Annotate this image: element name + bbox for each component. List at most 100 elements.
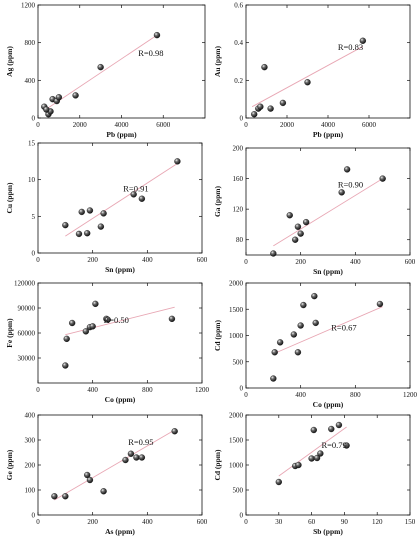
data-point [270,250,277,257]
data-point [294,223,302,230]
y-tick-label: 5 [32,213,36,221]
y-tick-label: 2000 [229,412,244,420]
correlation-label: R=0.50 [104,315,129,325]
x-tick-label: 6000 [362,121,377,129]
data-point [343,166,351,173]
data-point [171,428,178,435]
x-tick-label: 120 [372,518,383,526]
y-axis-label: Fe (ppm) [5,318,14,348]
data-point [277,339,284,346]
x-tick-label: 400 [350,258,361,266]
y-tick-label: 400 [25,412,36,420]
y-tick-label: 120000 [14,280,36,288]
x-axis-label: As (ppm) [105,527,135,536]
y-tick-label: 800 [25,39,36,47]
x-tick-label: 200 [295,258,306,266]
x-tick-label: 200 [87,518,98,526]
x-axis-label: Pb (ppm) [106,130,137,139]
correlation-label: R=0.90 [338,180,363,190]
data-point [86,207,94,214]
data-point [261,64,268,71]
data-point [251,111,258,118]
plot-frame [245,4,411,119]
data-point [174,158,181,165]
data-point [82,328,89,335]
correlation-label: R=0.79 [321,440,346,450]
y-tick-label: 400 [25,77,36,85]
x-tick-label: 6000 [156,121,171,129]
data-point [275,478,282,486]
x-axis-label: Co (ppm) [105,395,136,404]
chart-panel-4: 0 200 400 600 80 120 160 200 Sn (ppm) Ga (ppm) R=0… [213,145,416,277]
data-point [308,455,315,462]
data-point [62,221,69,229]
x-tick-label: 400 [142,518,153,526]
correlation-label: R=0.98 [138,48,163,58]
plot-frame [37,142,203,254]
data-point [92,300,99,307]
y-axis-label: Cd (ppm) [213,319,222,351]
y-axis-label: Ga (ppm) [213,185,222,217]
data-point [359,37,367,44]
correlation-label: R=0.83 [338,42,363,52]
data-point [69,319,76,327]
x-tick-label: 600 [197,256,208,264]
correlation-label: R=0.95 [128,437,153,447]
data-point [130,191,137,198]
x-tick-label: 4000 [321,121,336,129]
data-point [300,301,307,309]
y-tick-label: 120 [233,206,244,214]
data-point [271,349,278,356]
y-axis-label: Au (ppm) [213,45,222,77]
plot-frame [245,147,411,256]
data-point [338,189,345,196]
data-point [138,195,146,202]
y-tick-label: 0.2 [234,77,243,85]
y-tick-label: 500 [233,487,244,495]
data-point [62,362,69,369]
x-tick-label: 60 [308,518,316,526]
x-tick-label: 0 [36,256,40,264]
chart-panel-1: 0 2000 4000 6000 0 400 800 1200 Pb (ppm) Ag (ppm)… [5,2,206,139]
y-tick-label: 90000 [18,305,36,313]
trend-line [251,46,364,108]
correlation-label: R=0.67 [331,322,356,332]
data-point [257,103,264,110]
y-tick-label: 60000 [18,330,36,338]
y-tick-label: 200 [233,145,244,153]
data-point [379,175,386,182]
data-point [267,105,274,112]
x-axis-label: Pb (ppm) [313,130,344,139]
data-point [138,454,146,461]
data-point [51,493,58,500]
data-point [72,92,79,99]
x-tick-label: 600 [405,258,416,266]
data-point [328,425,335,433]
x-axis-label: Co (ppm) [313,400,344,409]
data-point [84,471,91,479]
y-tick-label: 200 [25,462,36,470]
trend-line [273,306,383,355]
x-tick-label: 30 [275,518,283,526]
chart-panel-2: 0 2000 4000 6000 0 0.2 0.4 0.6 Pb (ppm) Au (ppm) R… [213,2,411,139]
data-point [295,461,302,469]
x-tick-label: 200 [87,256,98,264]
data-point [104,316,111,323]
y-tick-label: 1200 [21,2,36,10]
data-point [304,79,311,86]
y-tick-label: 500 [233,358,244,366]
data-point [279,99,287,107]
data-point [310,426,317,434]
y-axis-label: Cd (ppm) [213,449,222,481]
data-point [55,94,63,101]
data-point [75,230,83,238]
data-point [97,223,105,230]
y-axis-label: Ge (ppm) [5,449,14,480]
x-tick-label: 2000 [73,121,88,129]
trend-line [65,163,178,237]
y-tick-label: 30000 [18,355,36,363]
data-point [312,319,319,327]
y-tick-label: 0 [240,512,244,520]
x-tick-label: 0 [244,121,248,129]
